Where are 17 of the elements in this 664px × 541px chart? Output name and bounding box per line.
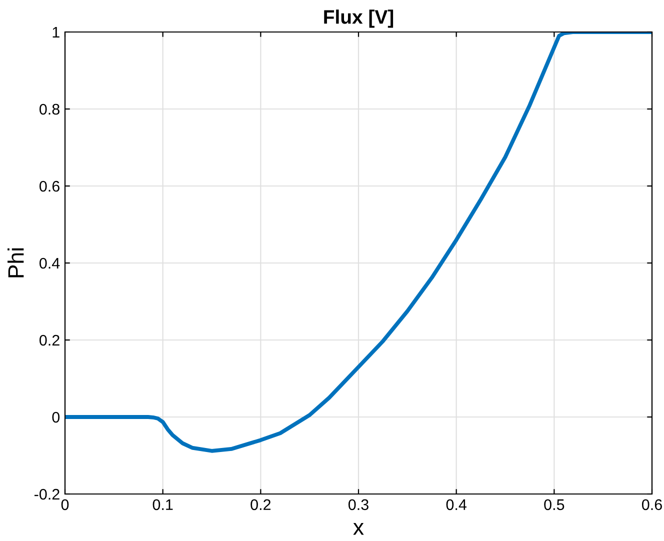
x-tick-label: 0.5	[544, 499, 564, 510]
x-tick-label: 0.6	[642, 499, 662, 510]
y-tick-label: 0	[52, 412, 60, 423]
chart-title: Flux [V]	[324, 10, 394, 28]
y-tick-label: 1	[52, 27, 60, 38]
x-axis-title: x	[353, 523, 364, 535]
y-tick-label: -0.2	[34, 488, 60, 500]
x-tick-label: 0.2	[250, 499, 271, 510]
y-axis-title: Phi	[8, 248, 24, 278]
y-tick-label: 0.6	[40, 180, 60, 192]
y-tick-label: 0.8	[40, 104, 60, 115]
y-tick-label: 0.4	[40, 258, 60, 269]
x-tick-label: 0.1	[152, 499, 173, 510]
x-tick-label: 0.3	[348, 499, 368, 510]
x-tick-label: 0.4	[446, 499, 467, 510]
y-tick-label: 0.2	[40, 334, 60, 346]
x-tick-label: 0	[61, 499, 69, 510]
